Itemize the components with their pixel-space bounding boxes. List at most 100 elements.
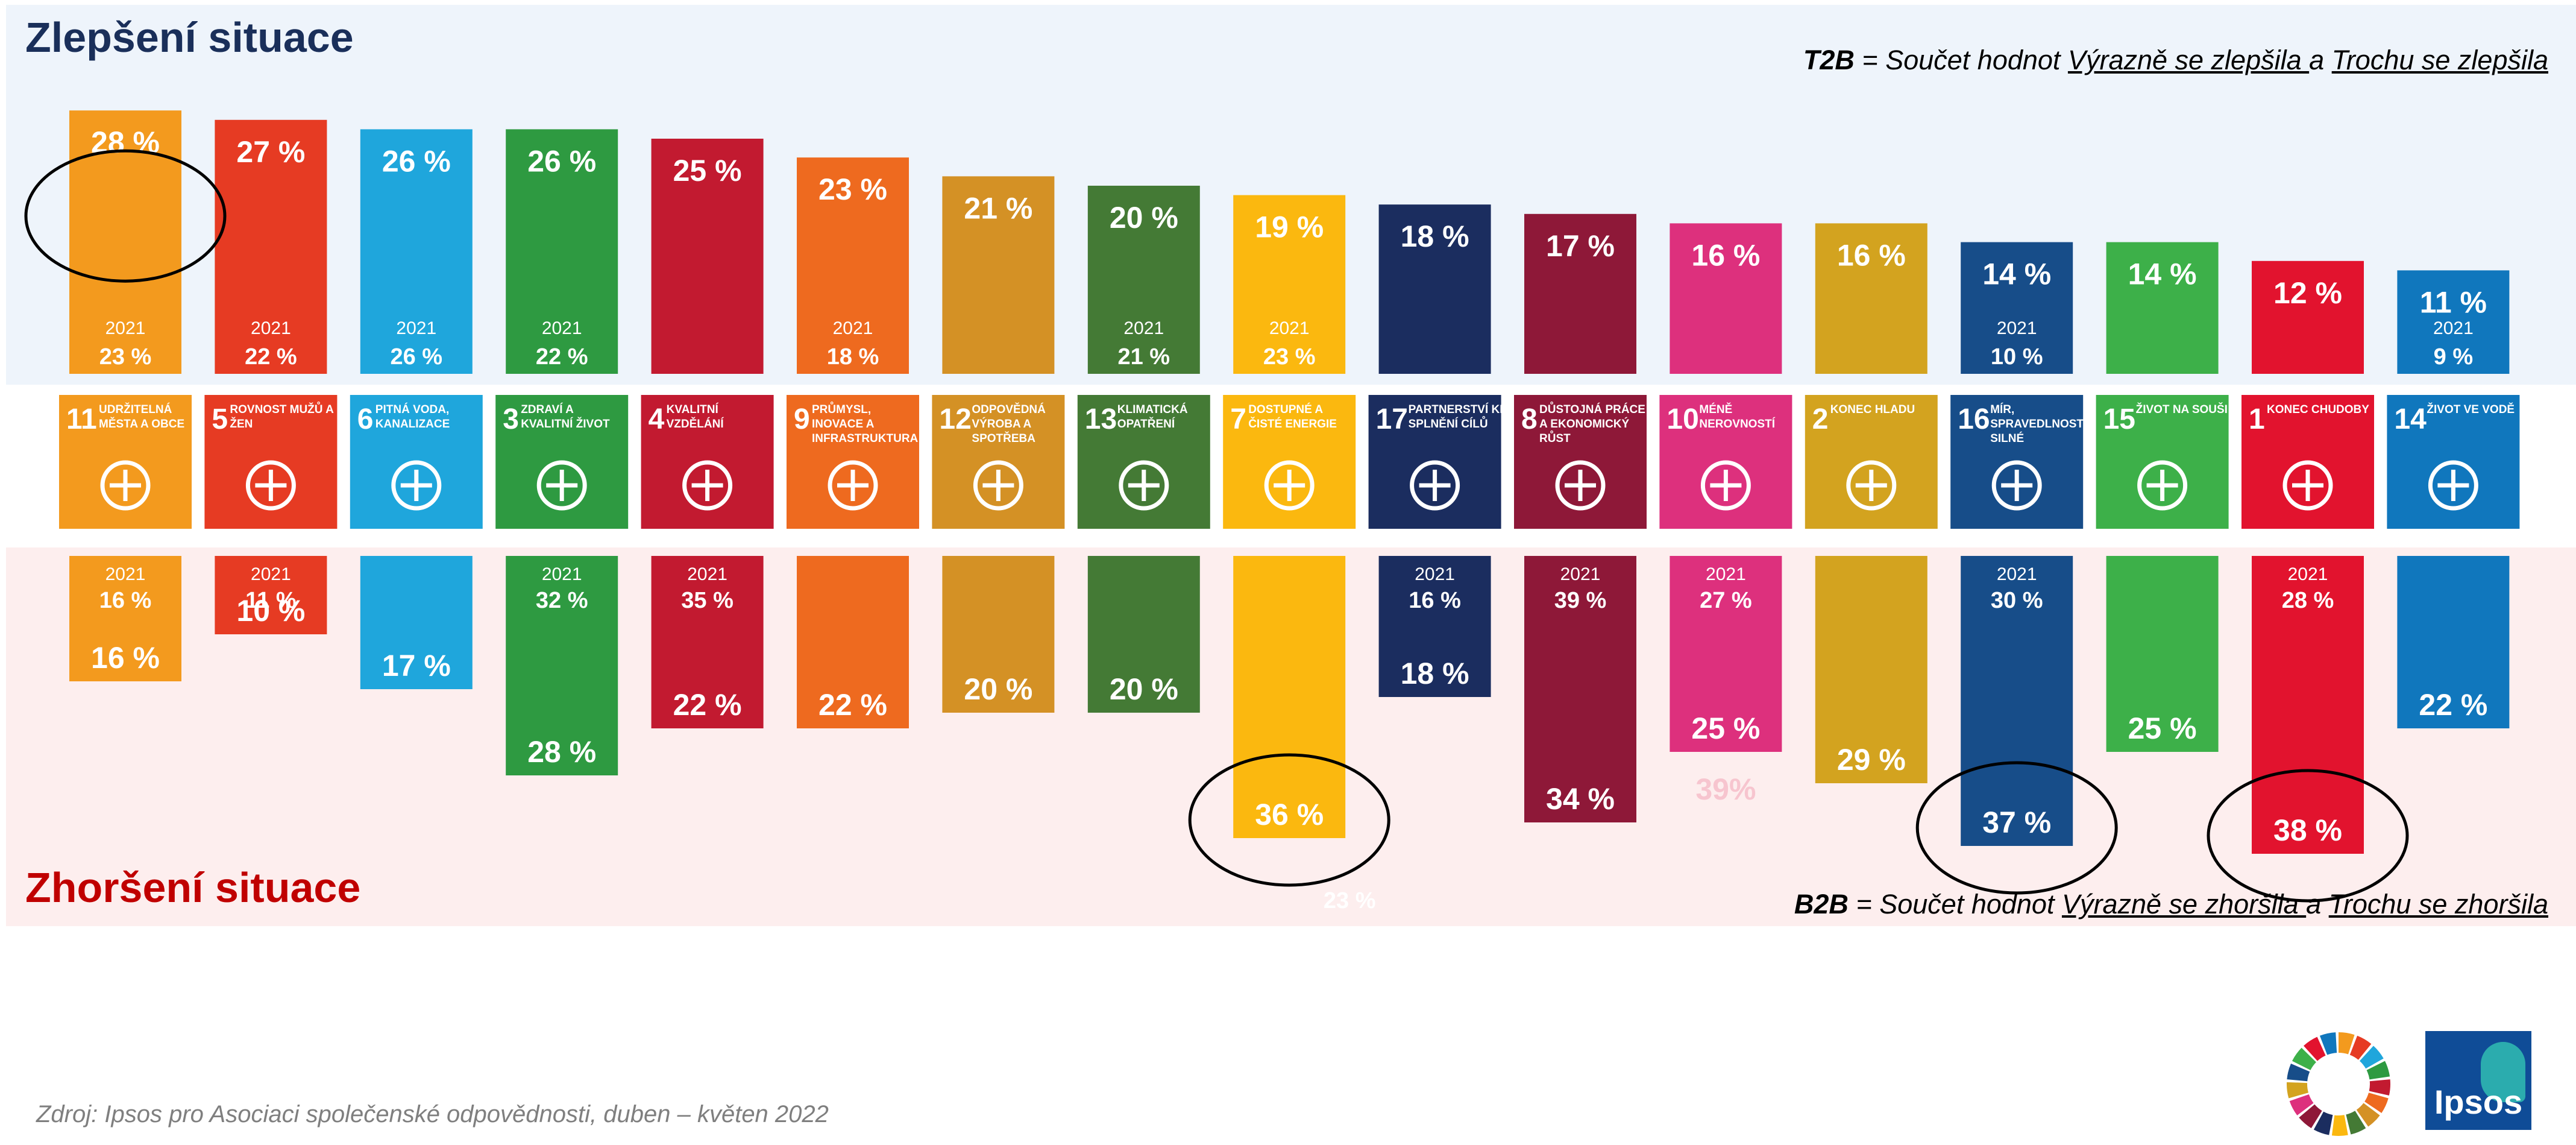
prev-value-t2b-sdg-13: 21 % [1117, 344, 1170, 370]
sdg-number-14: 14 [2394, 403, 2427, 435]
bar-b2b-sdg-13 [1087, 556, 1200, 713]
prev-value-b2b-sdg-17: 16 % [1409, 588, 1461, 613]
prev-value-t2b-sdg-3: 22 % [536, 344, 588, 370]
bar-b2b-sdg-11 [69, 556, 181, 681]
prev-value-b2b-sdg-5: 11 % [245, 588, 297, 613]
sdg-pictogram [536, 460, 587, 511]
sdg-wheel-segment [2331, 1115, 2348, 1136]
sdg-title-line: INFRASTRUKTURA [812, 432, 919, 445]
prev-value-t2b-sdg-11: 23 % [99, 344, 152, 370]
year-label-t2b-sdg-14: 2021 [2433, 318, 2474, 338]
sdg-pictogram [1410, 460, 1460, 511]
sdg-wheel-segment [2289, 1094, 2314, 1115]
value-label-b2b-sdg-14: 22 % [2419, 688, 2487, 722]
sdg-wheel-segment [2287, 1082, 2308, 1099]
value-label-t2b-sdg-6: 26 % [382, 144, 451, 178]
sdg-wheel-segment [2369, 1079, 2390, 1096]
sdg-title-line: ŽEN [230, 417, 253, 431]
year-label-b2b-sdg-11: 2021 [105, 564, 146, 584]
fish-icon: 14 ŽIVOT VE VODĚ [2387, 395, 2520, 529]
bar-t2b-sdg-17 [1378, 204, 1491, 374]
bar-b2b-sdg-4 [651, 556, 764, 728]
sdg-number-1: 1 [2249, 403, 2265, 435]
bar-t2b-sdg-5 [215, 119, 327, 374]
sdg-pictogram [2282, 460, 2333, 511]
prev-value-t2b-sdg-9: 18 % [827, 344, 879, 370]
value-label-t2b-sdg-17: 18 % [1401, 219, 1469, 253]
sdg-title-line: ŽIVOT VE VODĚ [2427, 403, 2515, 416]
highlight-circle-b2b-sdg-16 [1915, 761, 2118, 895]
sdg-wheel-segment [2366, 1061, 2390, 1080]
sdg-title-line: A EKONOMICKÝ [1539, 417, 1630, 431]
sdg-wheel-segment [2339, 1032, 2355, 1055]
sdg-number-11: 11 [66, 403, 97, 435]
year-label-t2b-sdg-7: 2021 [1269, 318, 1310, 338]
year-label-b2b-sdg-10: 2021 [1706, 564, 1746, 584]
t2b-label: T2B [1803, 45, 1855, 75]
value-label-b2b-sdg-12: 20 % [964, 672, 1032, 706]
value-label-t2b-sdg-7: 19 % [1255, 210, 1324, 244]
sdg-title-line: NEROVNOSTÍ [1699, 417, 1775, 431]
sdg-number-15: 15 [2103, 403, 2135, 435]
ipsos-logo: Ipsos [2425, 1031, 2531, 1130]
sdg-wheel-segment [2287, 1063, 2310, 1082]
sdg-number-17: 17 [1376, 403, 1408, 435]
sdg-title-line: PARTNERSTVÍ KE [1409, 403, 1507, 416]
sdg-title-line: ČISTÉ ENERGIE [1248, 417, 1337, 431]
bar-b2b-sdg-3 [506, 556, 618, 775]
sdg-title-line: ZDRAVÍ A [521, 403, 574, 416]
stray-label-sdg-10: 39% [1695, 772, 1756, 806]
sdg-title-line: MÍR, [1990, 403, 2014, 416]
bar-t2b-sdg-15 [2106, 242, 2219, 374]
sdg-number-2: 2 [1812, 403, 1829, 435]
source-note: Zdroj: Ipsos pro Asociaci společenské od… [36, 1101, 829, 1128]
highlight-circle-t2b-sdg-11 [24, 149, 227, 283]
bar-t2b-sdg-16 [1961, 242, 2073, 374]
sdg-wheel-segment [2349, 1035, 2372, 1060]
sdg-wheel-segment [2313, 1111, 2333, 1135]
sdg-pictogram [682, 460, 733, 511]
sdg-title-line: DŮSTOJNÁ PRÁCE [1539, 402, 1645, 416]
bar-b2b-sdg-5 [215, 556, 327, 634]
sdg-pictogram [100, 460, 151, 511]
t2b-and-text: a [2309, 45, 2332, 75]
value-label-b2b-sdg-3: 28 % [527, 735, 596, 769]
value-label-t2b-sdg-4: 25 % [673, 154, 742, 188]
water-drop-icon: 6 PITNÁ VODA, KANALIZACE [350, 395, 483, 529]
prev-value-b2b-sdg-11: 16 % [99, 588, 152, 613]
year-label-b2b-sdg-16: 2021 [1997, 564, 2037, 584]
value-label-b2b-sdg-5: 10 % [236, 594, 305, 628]
bar-b2b-sdg-7 [1233, 556, 1346, 838]
prev-value-b2b-sdg-3: 32 % [536, 588, 588, 613]
value-label-t2b-sdg-13: 20 % [1110, 201, 1178, 235]
sdg-title-line: KONEC CHUDOBY [2267, 403, 2369, 416]
sdg-title-line: SPLNĚNÍ CÍLŮ [1409, 417, 1488, 431]
sdg-number-5: 5 [212, 403, 228, 435]
year-label-b2b-sdg-5: 2021 [251, 564, 291, 584]
year-label-b2b-sdg-4: 2021 [687, 564, 727, 584]
sdg-number-4: 4 [649, 403, 665, 435]
t2b-option-a: Výrazně se zlepšila [2067, 45, 2310, 75]
year-label-t2b-sdg-9: 2021 [833, 318, 873, 338]
sdg-title-line: ŽIVOT NA SOUŠI [2136, 403, 2228, 416]
value-label-b2b-sdg-16: 37 % [1982, 806, 2051, 839]
value-label-b2b-sdg-11: 16 % [91, 641, 160, 675]
ipsos-logo-accent [2481, 1042, 2525, 1102]
ipsos-logo-text: Ipsos [2434, 1083, 2523, 1121]
prev-value-t2b-sdg-16: 10 % [1991, 344, 2043, 370]
sdg-title-line: VZDĚLÁNÍ [667, 417, 724, 431]
t2b-definition-note: T2B = Součet hodnot Výrazně se zlepšila … [1803, 45, 2548, 76]
bar-b2b-sdg-17 [1378, 556, 1491, 697]
value-label-t2b-sdg-10: 16 % [1691, 238, 1760, 272]
prev-value-t2b-sdg-14: 9 % [2434, 344, 2473, 370]
sdg-title-line: SILNÉ [1990, 432, 2024, 445]
sdg-title-line: SPRAVEDLNOST A [1990, 418, 2094, 431]
bar-t2b-sdg-2 [1815, 223, 1927, 374]
